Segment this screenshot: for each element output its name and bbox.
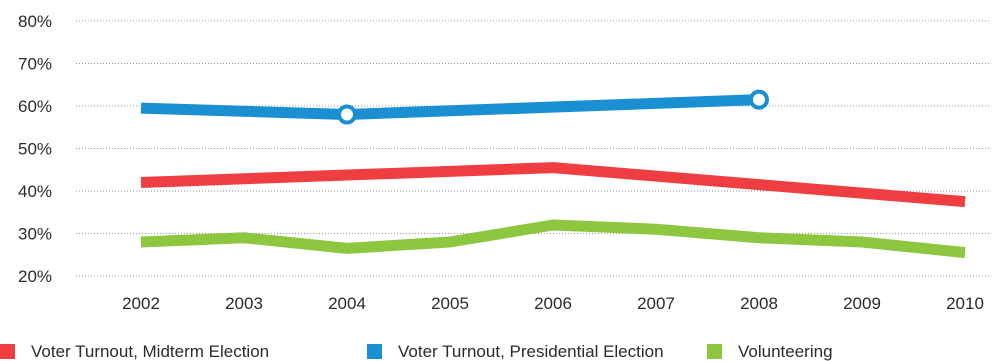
x-tick-label: 2010 [946, 294, 984, 313]
series-line [140, 162, 966, 208]
legend-item-midterm: Voter Turnout, Midterm Election [0, 342, 269, 361]
legend-item-volunteering: Volunteering [707, 342, 833, 361]
y-tick-label: 60% [18, 97, 52, 116]
y-tick-label: 30% [18, 225, 52, 244]
data-point-marker [749, 89, 769, 110]
data-point-marker [337, 104, 357, 125]
legend-item-presidential: Voter Turnout, Presidential Election [367, 342, 664, 361]
x-tick-label: 2005 [431, 294, 469, 313]
y-tick-label: 70% [18, 55, 52, 74]
x-tick-label: 2002 [122, 294, 160, 313]
legend-swatch-presidential [367, 344, 382, 359]
x-tick-label: 2008 [740, 294, 778, 313]
legend-swatch-volunteering [707, 344, 722, 359]
y-tick-label: 40% [18, 182, 52, 201]
legend-label-volunteering: Volunteering [738, 342, 833, 361]
series-line [140, 94, 760, 120]
y-tick-label: 20% [18, 267, 52, 286]
x-tick-label: 2009 [843, 294, 881, 313]
x-tick-label: 2007 [637, 294, 675, 313]
x-tick-label: 2003 [225, 294, 263, 313]
series-line [140, 219, 966, 259]
y-tick-label: 80% [18, 12, 52, 31]
x-tick-label: 2004 [328, 294, 366, 313]
chart-plot: 20% 30% 40% 50% 60% 70% 80% 2002 2003 2004 2005 200… [18, 12, 990, 313]
chart-legend: Voter Turnout, Midterm Election Voter Tu… [0, 342, 1003, 361]
y-tick-label: 50% [18, 140, 52, 159]
legend-swatch-midterm [0, 344, 15, 359]
legend-label-midterm: Voter Turnout, Midterm Election [31, 342, 270, 361]
x-tick-label: 2006 [534, 294, 572, 313]
legend-label-presidential: Voter Turnout, Presidential Election [398, 342, 664, 361]
